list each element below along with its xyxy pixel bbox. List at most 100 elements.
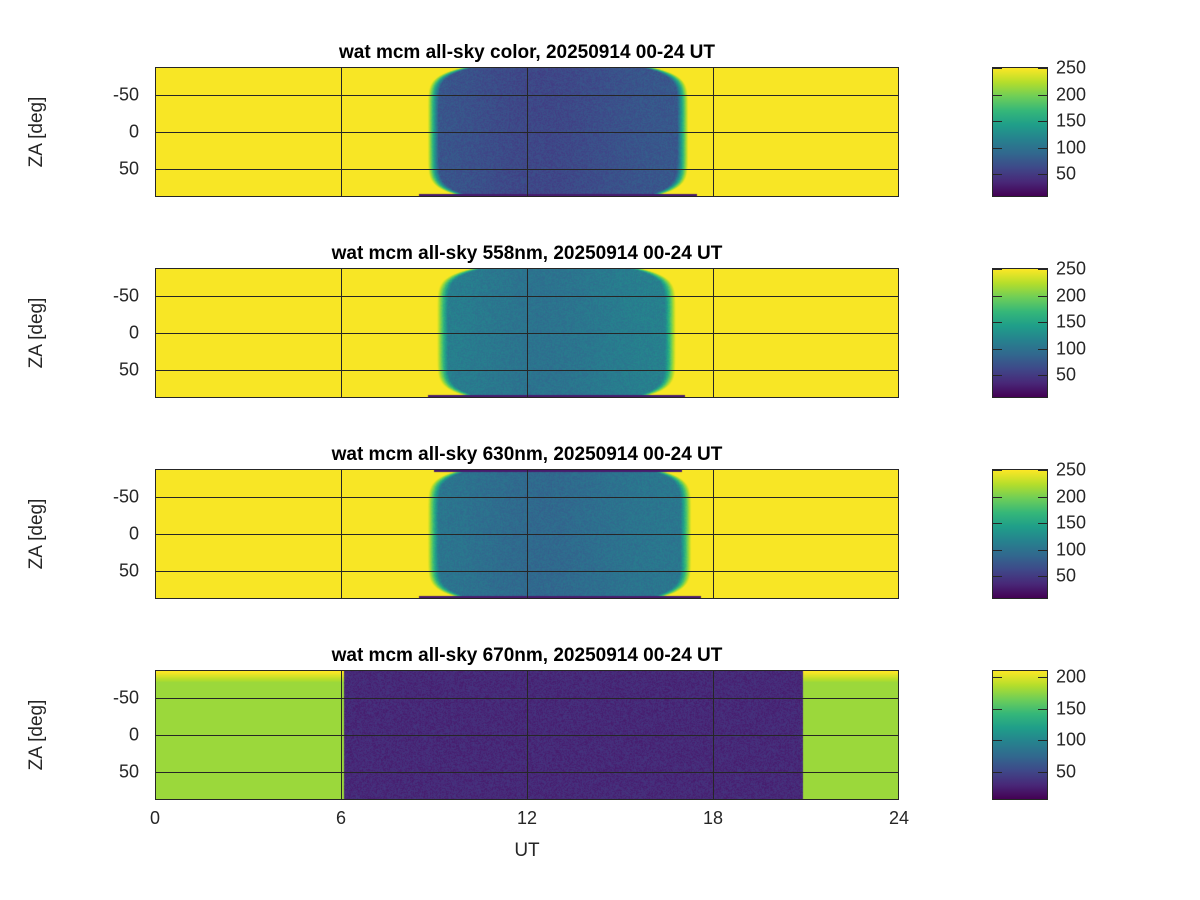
y-tick-label: -50 xyxy=(112,84,139,105)
colorbar-tick xyxy=(1038,147,1048,149)
colorbar-tick xyxy=(992,348,1002,350)
x-tick-label: 24 xyxy=(888,808,910,828)
colorbar-tick xyxy=(1038,174,1048,176)
colorbar-tick xyxy=(992,772,1002,774)
colorbar-tick xyxy=(1038,68,1048,70)
colorbar-2: 50 100 150 200 250 xyxy=(992,259,1086,398)
colorbar-tick-label: 200 xyxy=(1056,84,1087,105)
colorbar-tick-label: 50 xyxy=(1056,163,1077,184)
y-tick-label: 0 xyxy=(128,523,139,544)
x-tick-label: 18 xyxy=(702,808,724,828)
colorbar-gradient xyxy=(992,670,1048,800)
colorbar-tick xyxy=(1038,375,1048,377)
colorbar-gradient xyxy=(992,268,1048,398)
y-tick-label: -50 xyxy=(112,486,139,507)
x-tick-label: 0 xyxy=(149,808,161,828)
y-axis-label: ZA [deg] xyxy=(26,96,47,168)
colorbar-tick xyxy=(1038,322,1048,324)
colorbar-tick-label: 250 xyxy=(1056,459,1087,480)
colorbar-tick xyxy=(992,68,1002,70)
colorbar-tick xyxy=(992,295,1002,297)
colorbar-tick-label: 200 xyxy=(1056,486,1087,507)
chart-title: wat mcm all-sky 558nm, 20250914 00-24 UT xyxy=(331,243,723,264)
chart-title: wat mcm all-sky 670nm, 20250914 00-24 UT xyxy=(331,645,723,666)
grid-line-horizontal xyxy=(155,295,899,297)
colorbar-tick-label: 150 xyxy=(1056,110,1087,131)
colorbar-gradient xyxy=(992,469,1048,599)
y-tick-label: 50 xyxy=(118,359,139,380)
grid-line-horizontal xyxy=(155,772,899,774)
colorbar-tick xyxy=(992,676,1002,678)
colorbar-tick xyxy=(992,147,1002,149)
x-tick-label: 6 xyxy=(335,808,347,828)
colorbar-tick xyxy=(992,523,1002,525)
x-axis-label: UT xyxy=(514,840,540,861)
colorbar-tick xyxy=(992,94,1002,96)
colorbar-tick xyxy=(992,470,1002,472)
chart-title: wat mcm all-sky color, 20250914 00-24 UT xyxy=(339,42,715,63)
colorbar-tick xyxy=(992,549,1002,551)
grid-line-horizontal xyxy=(155,333,899,334)
colorbar-tick xyxy=(1038,94,1048,96)
colorbar-tick xyxy=(1038,470,1048,472)
grid-line-horizontal xyxy=(155,169,899,171)
y-axis-label: ZA [deg] xyxy=(26,498,47,570)
y-tick-label: 0 xyxy=(128,724,139,745)
colorbar-tick xyxy=(1038,496,1048,498)
colorbar-tick xyxy=(992,375,1002,377)
colorbar-tick xyxy=(992,269,1002,271)
grid-line-horizontal xyxy=(155,534,899,535)
colorbar-tick xyxy=(1038,772,1048,774)
colorbar-tick xyxy=(1038,269,1048,271)
chart-title: wat mcm all-sky 630nm, 20250914 00-24 UT xyxy=(331,444,723,465)
colorbar-4: 50 100 150 200 xyxy=(992,666,1086,800)
colorbar-tick xyxy=(992,740,1002,742)
colorbar-gradient xyxy=(992,67,1048,197)
axes-frame xyxy=(155,469,899,599)
grid-line-horizontal xyxy=(155,496,899,498)
colorbar-tick xyxy=(1038,549,1048,551)
colorbar-tick-label: 150 xyxy=(1056,311,1087,332)
colorbar-tick-label: 100 xyxy=(1056,137,1087,158)
colorbar-tick xyxy=(1038,708,1048,710)
colorbar-tick-label: 200 xyxy=(1056,285,1087,306)
colorbar-tick xyxy=(992,496,1002,498)
colorbar-1: 50 100 150 200 250 xyxy=(992,58,1086,197)
y-tick-label: -50 xyxy=(112,285,139,306)
colorbar-tick-label: 50 xyxy=(1056,565,1077,586)
y-tick-label: 0 xyxy=(128,121,139,142)
y-tick-label: 50 xyxy=(118,560,139,581)
panel-4: -50 0 50 wat mcm all-sky 670nm, 20250914 00… xyxy=(26,645,909,861)
grid-line-horizontal xyxy=(155,697,899,699)
y-tick-label: 50 xyxy=(118,158,139,179)
axes-frame xyxy=(155,67,899,197)
colorbar-tick xyxy=(1038,676,1048,678)
colorbar-tick-label: 250 xyxy=(1056,258,1087,279)
colorbar-tick-label: 50 xyxy=(1056,364,1077,385)
colorbar-tick xyxy=(1038,348,1048,350)
colorbar-3: 50 100 150 200 250 xyxy=(992,460,1086,599)
colorbar-tick xyxy=(992,576,1002,578)
grid-line-horizontal xyxy=(155,370,899,372)
panel-2: -50 0 50 wat mcm all-sky 558nm, 20250914 00… xyxy=(26,243,899,398)
colorbar-tick-label: 150 xyxy=(1056,512,1087,533)
colorbar-tick xyxy=(992,322,1002,324)
panel-1: -50 0 50 wat mcm all-sky color, 20250914 00… xyxy=(26,42,899,197)
colorbar-tick xyxy=(1038,740,1048,742)
colorbar-tick-label: 100 xyxy=(1056,539,1087,560)
colorbar-tick xyxy=(992,121,1002,123)
y-tick-label: 0 xyxy=(128,322,139,343)
y-axis-label: ZA [deg] xyxy=(26,297,47,369)
colorbar-tick-label: 100 xyxy=(1056,338,1087,359)
x-tick-label: 12 xyxy=(516,808,538,828)
panel-3: -50 0 50 wat mcm all-sky 630nm, 20250914 00… xyxy=(26,444,899,599)
colorbar-tick xyxy=(1038,121,1048,123)
axes-frame xyxy=(155,670,899,800)
colorbar-tick-label: 50 xyxy=(1056,761,1077,782)
colorbar-tick xyxy=(1038,295,1048,297)
colorbar-tick-label: 250 xyxy=(1056,57,1087,78)
grid-line-horizontal xyxy=(155,735,899,736)
colorbar-tick-label: 100 xyxy=(1056,729,1087,750)
colorbar-tick-label: 200 xyxy=(1056,666,1087,687)
grid-line-horizontal xyxy=(155,94,899,96)
